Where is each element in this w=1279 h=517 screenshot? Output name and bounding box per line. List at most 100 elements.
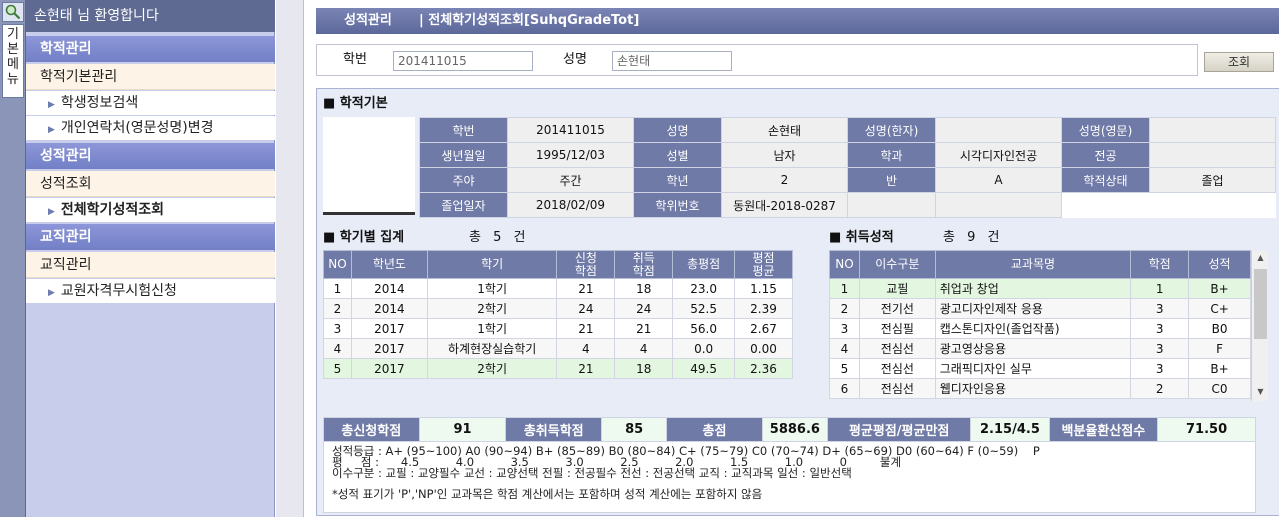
scroll-up-icon[interactable]: ▲ bbox=[1257, 253, 1264, 262]
menu-item-all-semester-grades[interactable]: ▶ 전체학기성적조회 bbox=[26, 198, 275, 222]
table-cell: 3 bbox=[1130, 318, 1190, 339]
table-cell: 21 bbox=[556, 318, 616, 339]
menu-section-academic[interactable]: 학적관리 bbox=[26, 36, 275, 62]
menu-sub-teaching[interactable]: 교직관리 bbox=[26, 252, 275, 278]
table-row[interactable]: 2 전기선 광고디자인제작 응용 3 C+ bbox=[829, 298, 1251, 319]
table-cell: 56.0 bbox=[672, 318, 736, 339]
student-no-input[interactable]: 201411015 bbox=[393, 51, 533, 71]
table-cell: 2017 bbox=[350, 338, 428, 359]
basic-info-row: 졸업일자 2018/02/09 학위번호 동원대-2018-0287 bbox=[419, 192, 1276, 218]
scroll-down-icon[interactable]: ▼ bbox=[1257, 387, 1264, 396]
basic-info-row: 주야 주간 학년 2 반 A 학적상태 졸업 bbox=[419, 167, 1276, 193]
summary-value: 91 bbox=[418, 417, 507, 442]
menu-section-teaching[interactable]: 교직관리 bbox=[26, 224, 275, 250]
vertical-tab-char: 본 bbox=[7, 42, 19, 57]
grades-column-header[interactable]: 성적 bbox=[1188, 250, 1251, 279]
table-cell: 23.0 bbox=[672, 278, 736, 299]
table-cell: 2 bbox=[1130, 378, 1190, 399]
semester-column-header[interactable]: 학기 bbox=[426, 250, 558, 279]
query-button[interactable]: 조회 bbox=[1204, 52, 1274, 72]
table-row[interactable]: 4 전심선 광고영상응용 3 F bbox=[829, 338, 1251, 359]
table-cell: 3 bbox=[1130, 338, 1190, 359]
table-cell: F bbox=[1188, 338, 1251, 359]
table-row[interactable]: 4 2017 하계현장실습학기 4 4 0.0 0.00 bbox=[323, 338, 793, 359]
field-label: 주야 bbox=[419, 167, 508, 193]
frame-splitter[interactable] bbox=[276, 0, 303, 517]
menu-item-contact-change[interactable]: ▶ 개인연락처(영문성명)변경 bbox=[26, 116, 275, 140]
field-value: 남자 bbox=[721, 142, 848, 168]
table-row[interactable]: 2 2014 2학기 24 24 52.5 2.39 bbox=[323, 298, 793, 319]
summary-value: 71.50 bbox=[1157, 417, 1256, 442]
table-cell: 1학기 bbox=[426, 278, 558, 299]
table-row[interactable]: 5 전심선 그래픽디자인 실무 3 B+ bbox=[829, 358, 1251, 379]
menu-item-student-search[interactable]: ▶ 학생정보검색 bbox=[26, 91, 275, 115]
table-row[interactable]: 1 교필 취업과 창업 1 B+ bbox=[829, 278, 1251, 299]
table-cell: 그래픽디자인 실무 bbox=[934, 358, 1132, 379]
table-cell: 18 bbox=[614, 278, 674, 299]
table-cell: 4 bbox=[829, 338, 860, 359]
field-label: 성별 bbox=[633, 142, 722, 168]
table-cell: 1학기 bbox=[426, 318, 558, 339]
vertical-tab-char: 메 bbox=[7, 57, 19, 72]
menu-item-teacher-cert[interactable]: ▶ 교원자격무시험신청 bbox=[26, 279, 275, 303]
scroll-thumb[interactable] bbox=[1254, 269, 1267, 339]
semester-column-header[interactable]: 신청 학점 bbox=[556, 250, 616, 279]
table-cell: 웹디자인응용 bbox=[934, 378, 1132, 399]
summary-label: 총점 bbox=[666, 417, 763, 442]
table-cell: 24 bbox=[556, 298, 616, 319]
table-cell: 21 bbox=[556, 278, 616, 299]
field-value: A bbox=[935, 167, 1062, 193]
table-cell: 2.67 bbox=[734, 318, 793, 339]
menu-sub-grade-query[interactable]: 성적조회 bbox=[26, 171, 275, 197]
welcome-text: 손현태 님 환영합니다 bbox=[26, 0, 275, 32]
search-form: 학번 201411015 성명 손현태 bbox=[316, 44, 1198, 76]
table-cell: 4 bbox=[323, 338, 352, 359]
table-row[interactable]: 3 전심필 캡스톤디자인(졸업작품) 3 B0 bbox=[829, 318, 1251, 339]
table-cell: 1 bbox=[1130, 278, 1190, 299]
table-row[interactable]: 6 전심선 웹디자인응용 2 C0 bbox=[829, 378, 1251, 399]
search-icon[interactable] bbox=[2, 2, 24, 22]
table-cell: 1 bbox=[829, 278, 860, 299]
triangle-icon: ▶ bbox=[48, 125, 55, 135]
name-input[interactable]: 손현태 bbox=[612, 51, 732, 71]
summary-label: 평균평점/평균만점 bbox=[826, 417, 972, 442]
table-cell: 2014 bbox=[350, 278, 428, 299]
note-line: 평 점 : 4.5 4.0 3.5 3.0 2.5 2.0 1.5 1.0 0 … bbox=[332, 455, 902, 469]
field-value bbox=[1061, 192, 1150, 218]
menu-section-grades[interactable]: 성적관리 bbox=[26, 143, 275, 169]
table-cell: C0 bbox=[1188, 378, 1251, 399]
table-cell: B+ bbox=[1188, 278, 1251, 299]
field-value bbox=[1149, 192, 1276, 218]
summary-bar: 총신청학점 91 총취득학점 85 총점 5886.6 평균평점/평균만점 2.15/4.5 백… bbox=[323, 417, 1256, 442]
grades-column-header[interactable]: 학점 bbox=[1130, 250, 1190, 279]
field-value bbox=[1149, 142, 1276, 168]
grades-column-header[interactable]: 교과목명 bbox=[934, 250, 1132, 279]
table-cell: 4 bbox=[614, 338, 674, 359]
semester-column-header[interactable]: NO bbox=[323, 250, 352, 279]
table-row[interactable]: 3 2017 1학기 21 21 56.0 2.67 bbox=[323, 318, 793, 339]
menu-sub-academic-basic[interactable]: 학적기본관리 bbox=[26, 64, 275, 90]
field-value: 동원대-2018-0287 bbox=[721, 192, 848, 218]
table-cell: B0 bbox=[1188, 318, 1251, 339]
field-label: 학번 bbox=[419, 117, 508, 143]
table-row[interactable]: 1 2014 1학기 21 18 23.0 1.15 bbox=[323, 278, 793, 299]
semester-column-header[interactable]: 학년도 bbox=[350, 250, 428, 279]
semester-column-header[interactable]: 평점 평균 bbox=[734, 250, 793, 279]
table-cell: 21 bbox=[556, 358, 616, 379]
field-value: 시각디자인전공 bbox=[935, 142, 1062, 168]
field-value: 졸업 bbox=[1149, 167, 1276, 193]
semester-column-header[interactable]: 취득 학점 bbox=[614, 250, 674, 279]
table-cell: 전심선 bbox=[858, 358, 936, 379]
table-cell: 2017 bbox=[350, 358, 428, 379]
table-cell: 광고디자인제작 응용 bbox=[934, 298, 1132, 319]
field-value: 1995/12/03 bbox=[507, 142, 634, 168]
grades-column-header[interactable]: 이수구분 bbox=[858, 250, 936, 279]
semester-column-header[interactable]: 총평점 bbox=[672, 250, 736, 279]
grade-notes: 성적등급 : A+ (95~100) A0 (90~94) B+ (85~89)… bbox=[323, 441, 1256, 513]
menu-item-label: 개인연락처(영문성명)변경 bbox=[60, 120, 214, 136]
table-row[interactable]: 5 2017 2학기 21 18 49.5 2.36 bbox=[323, 358, 793, 379]
grades-column-header[interactable]: NO bbox=[829, 250, 860, 279]
grades-scrollbar[interactable]: ▲ ▼ bbox=[1251, 251, 1268, 401]
